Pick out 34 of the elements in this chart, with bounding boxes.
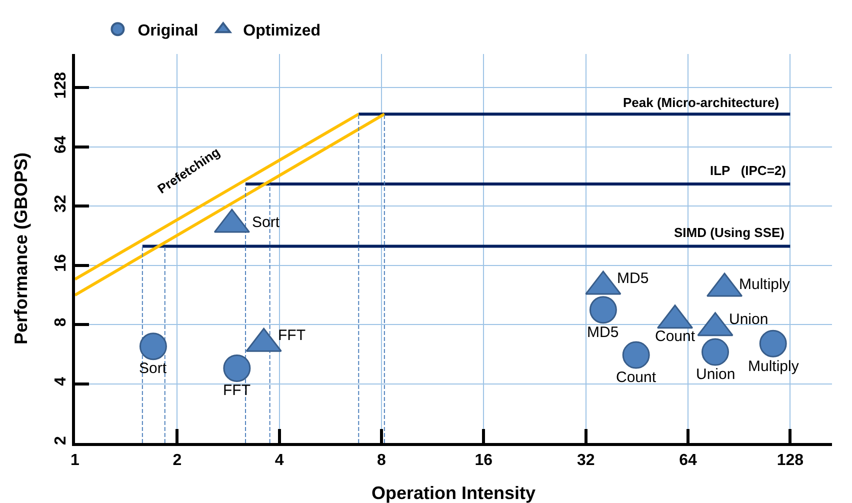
annotation: Sort — [252, 214, 280, 231]
y-tick-label: 128 — [52, 72, 70, 99]
y-tick-label: 2 — [52, 436, 70, 446]
x-tick-label: 32 — [576, 452, 595, 470]
x-tick-label: 128 — [776, 452, 804, 470]
y-tick-label: 16 — [52, 254, 70, 272]
x-tick-label: 16 — [474, 452, 493, 470]
annotation: Multiply — [739, 276, 790, 293]
annotation: Union — [696, 366, 736, 383]
x-tick-label: 4 — [274, 452, 284, 470]
annotation: Count — [616, 369, 657, 386]
annotation: MD5 — [617, 270, 649, 287]
annotation: Multiply — [748, 358, 800, 375]
y-tick-label: 64 — [52, 136, 70, 154]
x-tick-label: 2 — [172, 452, 182, 470]
y-tick-label: 4 — [52, 376, 70, 386]
annotation: FFT — [278, 327, 306, 344]
annotation: Peak (Micro-architecture) — [623, 95, 780, 110]
annotation: ILP (IPC=2) — [710, 163, 786, 178]
y-axis-title: Performance (GBOPS) — [11, 152, 31, 345]
x-tick-label: 1 — [70, 452, 80, 470]
annotation: FFT — [223, 382, 250, 399]
annotation: Count — [655, 328, 696, 345]
x-tick-label: 64 — [679, 452, 698, 470]
legend-label: Optimized — [243, 22, 321, 40]
legend-label: Original — [138, 22, 198, 40]
annotation: Sort — [139, 360, 168, 377]
y-tick-label: 32 — [52, 194, 70, 213]
x-axis-title: Operation Intensity — [371, 483, 536, 503]
x-tick-label: 8 — [377, 452, 386, 470]
annotation: Union — [729, 311, 768, 328]
y-tick-label: 8 — [52, 318, 70, 327]
annotation: SIMD (Using SSE) — [674, 225, 785, 240]
annotation: MD5 — [587, 324, 619, 341]
